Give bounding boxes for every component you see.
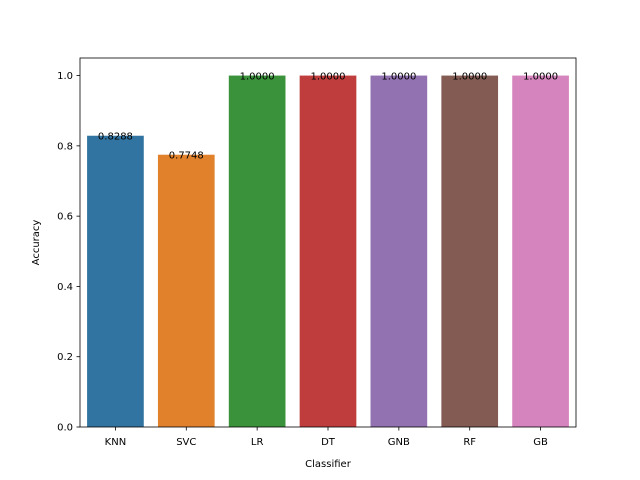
data-label-gnb: 1.0000 xyxy=(381,72,416,83)
x-axis-ticks: KNN SVC LR DT GNB RF GB xyxy=(105,427,548,448)
bar-svc xyxy=(157,154,215,428)
x-tick-label-knn: KNN xyxy=(105,437,127,448)
x-tick-label-lr: LR xyxy=(251,437,264,448)
bar-gnb xyxy=(370,75,428,428)
x-tick-label-rf: RF xyxy=(463,437,476,448)
data-label-lr: 1.0000 xyxy=(240,72,275,83)
y-tick-label: 0.0 xyxy=(57,423,73,434)
bar-dt xyxy=(299,75,357,428)
data-label-dt: 1.0000 xyxy=(311,72,346,83)
y-tick-label: 0.2 xyxy=(57,352,73,363)
y-axis-ticks: 0.0 0.2 0.4 0.6 0.8 1.0 xyxy=(57,71,80,434)
bar-lr xyxy=(228,75,286,428)
y-axis-label: Accuracy xyxy=(31,220,42,266)
data-label-gb: 1.0000 xyxy=(523,72,558,83)
data-labels-group: 0.8288 0.7748 1.0000 1.0000 1.0000 1.0000 1.00… xyxy=(98,72,558,162)
data-label-rf: 1.0000 xyxy=(452,72,487,83)
x-tick-label-dt: DT xyxy=(321,437,336,448)
y-tick-label: 0.6 xyxy=(57,212,73,223)
x-tick-label-gnb: GNB xyxy=(388,437,410,448)
x-tick-label-gb: GB xyxy=(533,437,548,448)
bar-rf xyxy=(441,75,499,428)
y-tick-label: 1.0 xyxy=(57,71,73,82)
bar-knn xyxy=(87,135,144,427)
data-label-knn: 0.8288 xyxy=(98,132,133,143)
x-tick-label-svc: SVC xyxy=(176,437,196,448)
y-tick-label: 0.4 xyxy=(57,282,73,293)
bars-group xyxy=(87,75,569,428)
y-tick-label: 0.8 xyxy=(57,141,73,152)
data-label-svc: 0.7748 xyxy=(169,151,204,162)
axes-frame xyxy=(79,57,577,428)
x-axis-label: Classifier xyxy=(305,459,352,470)
bar-gb xyxy=(512,75,569,428)
